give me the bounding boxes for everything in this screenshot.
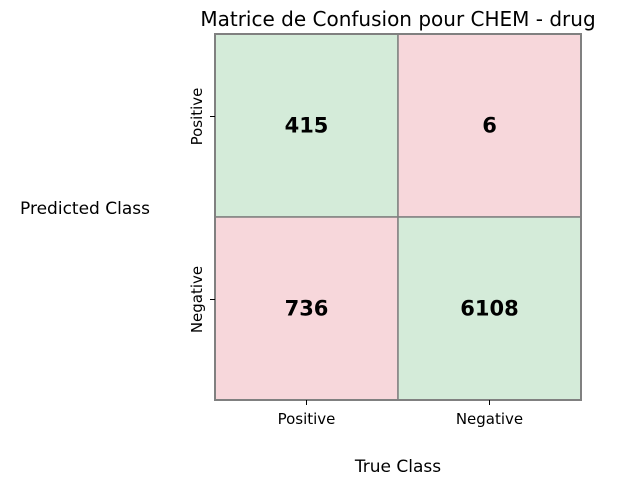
matrix-cell [214,33,399,218]
matrix-cell [397,216,582,401]
cell-value-label: 6108 [460,297,518,321]
cell-value-label: 6 [482,114,497,138]
matrix-cell [214,216,399,401]
y-axis-label: Predicted Class [20,199,150,219]
axis-ticks: Positive Negative Positive Negative [188,88,523,428]
cell-value-label: 736 [285,297,329,321]
y-tick-label: Negative [188,266,206,333]
x-tick-label: Negative [456,410,523,428]
x-axis-label: True Class [354,457,441,477]
cell-value-label: 415 [285,114,329,138]
matrix-cell [397,33,582,218]
chart-title: Matrice de Confusion pour CHEM - drug [200,7,595,31]
x-tick-label: Positive [278,410,336,428]
matrix-cells: 415 6 736 6108 [214,33,582,401]
matrix-frame [214,33,582,401]
y-tick-label: Positive [188,88,206,146]
